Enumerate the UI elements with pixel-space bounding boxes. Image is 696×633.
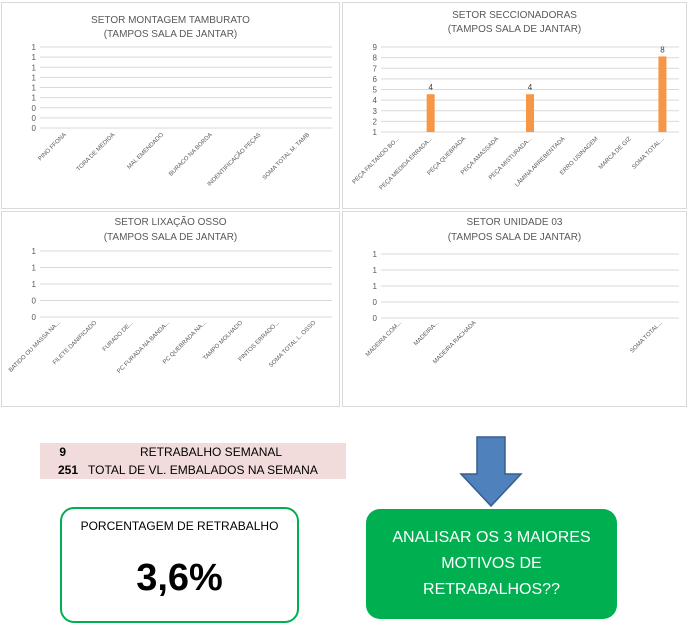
weekly-packed-count: 251: [57, 463, 78, 477]
x-tick-label: TORA DE MEDIDA: [76, 132, 116, 172]
x-tick-label: PINO FFONA: [38, 132, 68, 162]
y-tick-label: 0: [32, 104, 37, 113]
data-label: 4: [428, 83, 433, 92]
y-tick-label: 7: [373, 64, 378, 73]
y-tick-label: 8: [373, 54, 378, 63]
weekly-rework-count: 9: [59, 445, 66, 459]
x-tick-label: PEÇA MEDIDA ERRADA...: [379, 136, 435, 192]
chart-panel-montagem: SETOR MONTAGEM TAMBURATO (TAMPOS SALA DE…: [1, 2, 340, 209]
data-label: 8: [660, 45, 665, 54]
chart-subtitle: (TAMPOS SALA DE JANTAR): [103, 232, 238, 243]
y-tick-label: 0: [32, 124, 37, 133]
chart-panel-unidade03: SETOR UNIDADE 03 (TAMPOS SALA DE JANTAR)…: [342, 211, 687, 407]
chart-title: SETOR LIXAÇÃO OSSO: [114, 217, 227, 228]
rework-percentage-label: PORCENTAGEM DE RETRABALHO: [80, 519, 279, 533]
y-tick-label: 1: [32, 84, 37, 93]
x-tick-label: SOMA TOTAL M. TAMB: [262, 132, 311, 181]
chart-title: SETOR MONTAGEM TAMBURATO: [91, 15, 250, 26]
y-tick-label: 1: [32, 73, 37, 82]
y-tick-label: 0: [32, 313, 37, 322]
y-tick-label: 0: [373, 298, 378, 307]
chart-subtitle: (TAMPOS SALA DE JANTAR): [103, 29, 238, 40]
analyze-causes-text: ANALISAR OS 3 MAIORES MOTIVOS DE RETRABA…: [392, 529, 591, 598]
summary-table: 9 RETRABALHO SEMANAL 251 TOTAL DE VL. EM…: [40, 443, 346, 479]
y-tick-label: 5: [373, 86, 378, 95]
y-tick-label: 1: [373, 128, 378, 137]
y-tick-label: 1: [32, 280, 37, 289]
y-tick-label: 0: [373, 314, 378, 323]
y-tick-label: 9: [373, 43, 378, 52]
down-arrow-icon: [459, 436, 523, 508]
x-tick-label: SOMA TOTAL...: [631, 136, 666, 171]
y-tick-label: 4: [373, 96, 378, 105]
chart-panel-lixacao: SETOR LIXAÇÃO OSSO (TAMPOS SALA DE JANTA…: [1, 211, 340, 407]
y-tick-label: 1: [32, 94, 37, 103]
x-tick-label: BURACO NA BORDA: [168, 132, 214, 178]
chart-svg-unidade03: 0 0 1 1 1 MADEIRA COM... MADEIRA...MADEIRA RAC…: [365, 250, 679, 365]
x-tick-label: SOMA TOTAL...: [629, 320, 664, 355]
chart-title: SETOR UNIDADE 03: [466, 217, 563, 228]
chart-subtitle: (TAMPOS SALA DE JANTAR): [447, 24, 582, 35]
y-tick-label: 1: [32, 43, 37, 52]
bar: [526, 94, 534, 132]
y-tick-label: 1: [373, 250, 378, 259]
y-tick-label: 3: [373, 107, 378, 116]
x-tick-label: FURADO DE...: [102, 320, 135, 353]
bar: [426, 94, 435, 132]
x-tick-label: PINTOS ERRADO...: [238, 320, 281, 363]
y-tick-label: 1: [32, 63, 37, 72]
y-tick-label: 1: [32, 53, 37, 62]
x-tick-label: MARCA DE GIZ: [598, 136, 633, 171]
analyze-causes-box: ANALISAR OS 3 MAIORES MOTIVOS DE RETRABA…: [366, 509, 617, 619]
chart-title: SETOR SECCIONADORAS: [452, 10, 577, 21]
y-tick-label: 0: [32, 114, 37, 123]
x-tick-label: TAMPO MOLHADO: [203, 320, 245, 362]
y-tick-label: 1: [32, 264, 37, 273]
rework-percentage-box: PORCENTAGEM DE RETRABALHO 3,6%: [60, 507, 299, 623]
bar: [658, 56, 667, 132]
x-tick-label: MADEIRA...: [413, 320, 440, 347]
table-row: 251 TOTAL DE VL. EMBALADOS NA SEMANA: [40, 462, 346, 479]
x-tick-label: BATIDO OU MASSA NA...: [8, 320, 62, 374]
y-tick-label: 6: [373, 75, 378, 84]
x-tick-label: MADEIRA COM...: [365, 320, 403, 358]
weekly-packed-label: TOTAL DE VL. EMBALADOS NA SEMANA: [88, 463, 318, 477]
y-tick-label: 1: [373, 282, 378, 291]
chart-subtitle: (TAMPOS SALA DE JANTAR): [447, 232, 582, 243]
y-tick-label: 1: [373, 266, 378, 275]
y-tick-label: 0: [32, 297, 37, 306]
x-tick-label: ERRO USINAGEM: [559, 136, 599, 176]
y-tick-label: 2: [373, 117, 378, 126]
y-tick-label: 1: [32, 247, 37, 256]
chart-panel-seccionadoras: SETOR SECCIONADORAS (TAMPOS SALA DE JANT…: [342, 2, 687, 209]
weekly-rework-label: RETRABALHO SEMANAL: [140, 445, 283, 459]
data-label: 4: [528, 83, 533, 92]
table-row: 9 RETRABALHO SEMANAL: [40, 444, 346, 461]
x-tick-label: MAL EMENDADO: [127, 132, 166, 171]
rework-percentage-value: 3,6%: [136, 557, 223, 599]
x-tick-label: PC QUEBRADA NA...: [162, 320, 208, 366]
x-tick-label: INDENTIFICAÇÃO PEÇAS: [206, 131, 262, 187]
x-tick-label: MADEIRA RACHADA: [432, 320, 477, 365]
